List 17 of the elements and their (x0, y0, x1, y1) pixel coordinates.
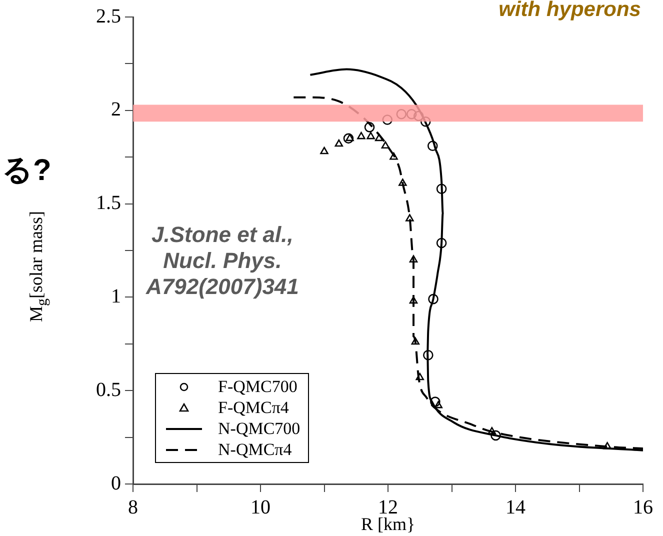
legend-label: N-QMC700 (218, 418, 300, 439)
x-tick-label: 8 (128, 496, 138, 518)
x-tick-label: 16 (633, 496, 653, 518)
x-tick-label: 10 (250, 496, 270, 518)
y-tick-label: 1 (111, 285, 121, 308)
y-tick-label: 2 (111, 98, 121, 121)
y-tick-label: 0.5 (96, 378, 121, 401)
x-tick-label: 14 (506, 496, 526, 518)
annotation: with hyperons (498, 0, 641, 22)
legend-label: F-QMCπ4 (218, 397, 289, 418)
y-tick-label: 2.5 (96, 5, 121, 28)
legend-label: N-QMCπ4 (218, 439, 292, 460)
text: る? (2, 153, 52, 189)
y-tick-label: 1.5 (96, 192, 121, 214)
legend-label: F-QMC700 (218, 376, 298, 397)
y-tick-label: 0 (111, 472, 121, 494)
annotation: J.Stone et al., Nucl. Phys. A792(2007)341 (146, 222, 299, 300)
